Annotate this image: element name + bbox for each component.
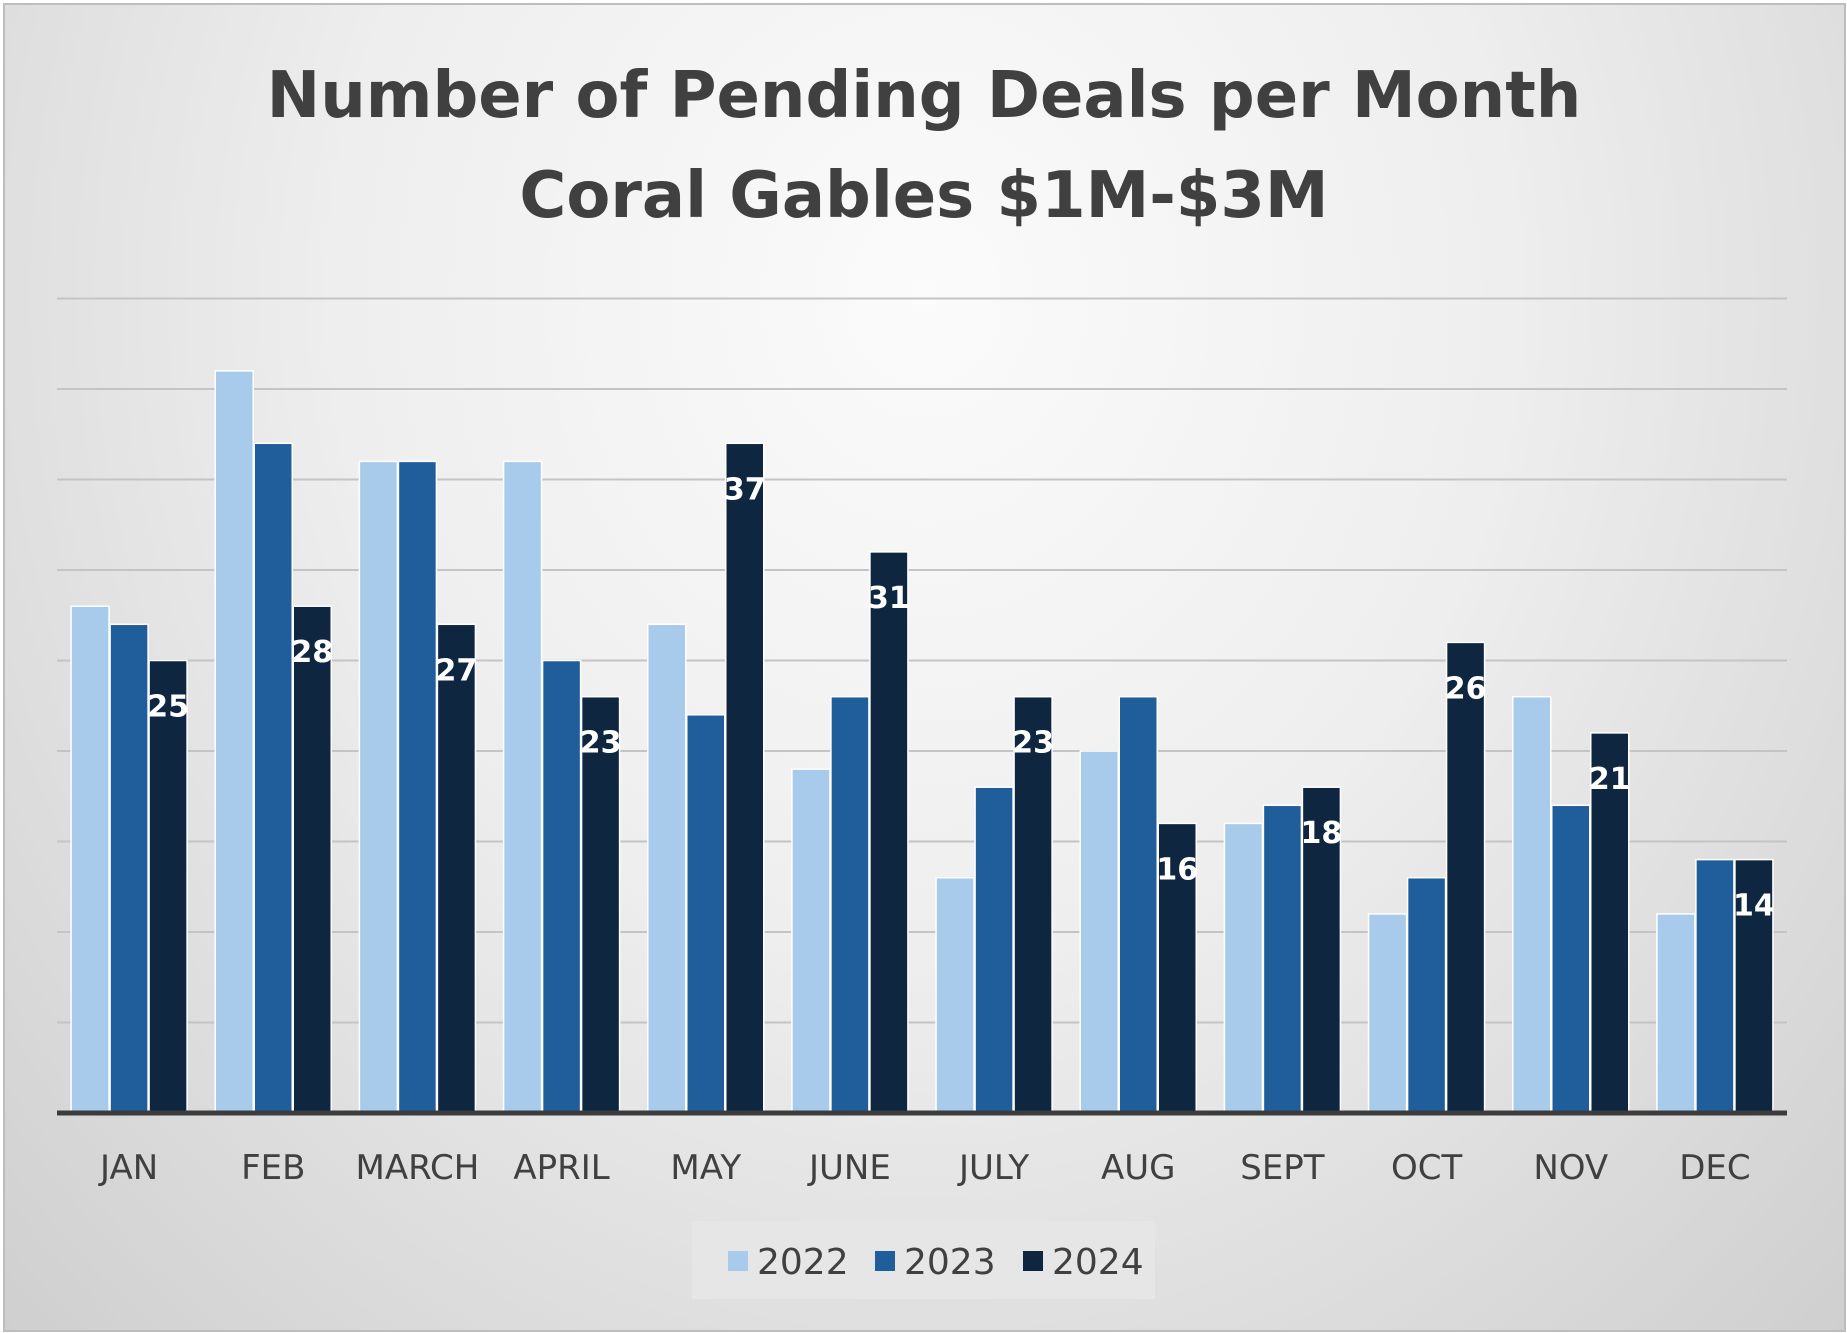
bars [70, 370, 1774, 1114]
x-tick-label: SEPT [1240, 1148, 1325, 1188]
data-label: 21 [1589, 762, 1631, 797]
bar-2022-aug [1079, 750, 1119, 1114]
legend-label: 2024 [1052, 1242, 1144, 1283]
data-label: 23 [1012, 726, 1054, 761]
x-tick-label: FEB [241, 1148, 305, 1188]
legend-label: 2023 [904, 1242, 996, 1283]
bar-2022-feb [214, 370, 254, 1114]
bar-2023-april [541, 659, 582, 1114]
x-tick-label: OCT [1391, 1148, 1463, 1188]
bar-2022-june [791, 768, 831, 1114]
data-label: 26 [1445, 671, 1487, 706]
data-labels: 25 28 27 23 37 31 23 16 18 26 21 14 [147, 472, 1775, 923]
legend-label: 2022 [757, 1242, 849, 1283]
x-tick-label: AUG [1101, 1148, 1176, 1188]
data-label: 18 [1301, 816, 1343, 851]
data-label: 14 [1733, 889, 1775, 924]
bar-2022-nov [1512, 695, 1552, 1114]
bar-2022-march [358, 460, 399, 1114]
bar-chart: Number of Pending Deals per Month Coral … [57, 59, 1787, 1299]
bar-2023-dec [1695, 858, 1735, 1114]
x-tick-label: APRIL [513, 1148, 609, 1188]
bar-2023-oct [1406, 876, 1447, 1114]
data-label: 23 [580, 726, 622, 761]
legend-box [692, 1221, 1155, 1299]
bar-2023-aug [1118, 695, 1158, 1114]
chart-frame: Number of Pending Deals per Month Coral … [3, 3, 1846, 1332]
bar-2024-dec [1734, 858, 1774, 1114]
gridlines [57, 297, 1787, 1024]
bar-2023-march [397, 460, 438, 1114]
bar-2023-nov [1551, 804, 1591, 1114]
bar-2022-sept [1223, 822, 1264, 1114]
bar-2023-sept [1262, 804, 1303, 1114]
bar-2022-may [647, 623, 687, 1114]
x-tick-label: MARCH [355, 1148, 479, 1188]
bar-2024-jan [148, 659, 188, 1114]
data-label: 27 [436, 653, 478, 688]
data-label: 37 [724, 472, 766, 507]
bar-2022-july [935, 876, 975, 1114]
bar-2024-oct [1445, 641, 1486, 1114]
data-label: 25 [147, 690, 189, 725]
bar-2024-feb [292, 605, 332, 1114]
bar-2024-april [580, 695, 621, 1114]
x-tick-label: JULY [957, 1148, 1029, 1188]
x-tick-label: MAY [670, 1148, 741, 1188]
legend-swatch [1023, 1251, 1043, 1271]
bar-2023-may [686, 714, 726, 1114]
bar-2022-oct [1367, 913, 1408, 1114]
bar-2022-april [502, 460, 543, 1114]
bar-2023-june [830, 695, 870, 1114]
legend-swatch [728, 1251, 748, 1271]
bar-2023-july [974, 786, 1014, 1114]
bar-2023-feb [253, 442, 293, 1114]
legend-swatch [875, 1251, 895, 1271]
x-tick-label: JAN [98, 1148, 158, 1188]
chart-subtitle: Coral Gables $1M-$3M [519, 159, 1328, 233]
x-tick-label: DEC [1679, 1148, 1750, 1188]
bar-2023-jan [109, 623, 149, 1114]
x-tick-label: JUNE [807, 1148, 891, 1188]
legend: 2022 2023 2024 [692, 1221, 1155, 1299]
x-axis-ticks: JAN FEB MARCH APRIL MAY JUNE JULY AUG SEPT OCT NOV… [98, 1148, 1751, 1188]
bar-2024-may [725, 442, 765, 1114]
data-label: 31 [868, 581, 910, 616]
bar-2024-june [869, 551, 909, 1114]
data-label: 16 [1156, 852, 1198, 887]
bar-2022-jan [70, 605, 110, 1114]
data-label: 28 [291, 635, 333, 670]
bar-2022-dec [1656, 913, 1696, 1114]
chart-title: Number of Pending Deals per Month [267, 59, 1582, 133]
bar-2024-march [436, 623, 477, 1114]
x-tick-label: NOV [1533, 1148, 1608, 1188]
